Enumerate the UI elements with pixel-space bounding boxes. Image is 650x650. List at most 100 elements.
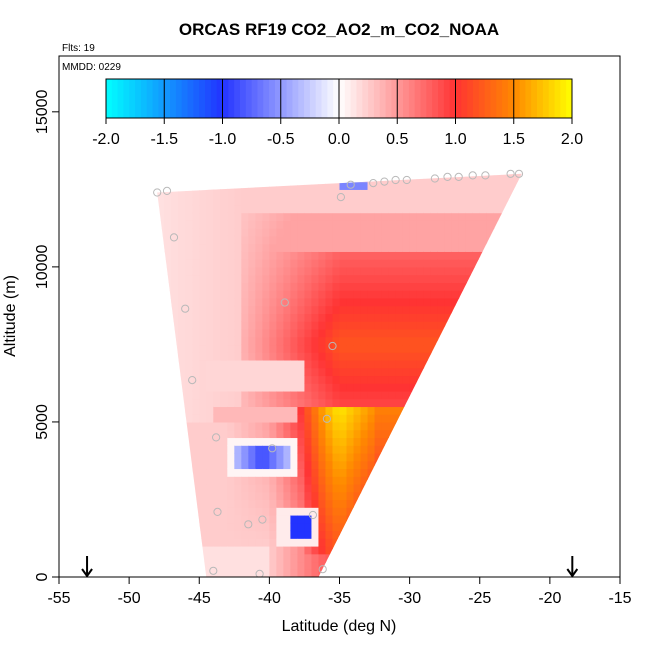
heat-cell bbox=[500, 290, 509, 299]
heat-cell bbox=[199, 328, 207, 338]
heat-cell bbox=[297, 476, 306, 485]
heat-cell bbox=[423, 297, 432, 307]
heat-cell bbox=[199, 321, 207, 330]
heat-cell bbox=[248, 266, 256, 276]
heat-cell bbox=[444, 421, 453, 431]
heat-cell bbox=[353, 383, 362, 392]
heat-cell bbox=[388, 220, 397, 229]
heat-cell bbox=[332, 173, 341, 175]
heat-cell bbox=[507, 538, 516, 547]
x-tick-label: -20 bbox=[538, 590, 561, 607]
heat-cell bbox=[472, 328, 481, 338]
heat-cell bbox=[444, 228, 453, 237]
heat-cell bbox=[444, 235, 453, 245]
heat-cell bbox=[255, 398, 263, 408]
heat-cell bbox=[206, 437, 214, 446]
heat-cell bbox=[500, 259, 509, 268]
heat-cell bbox=[213, 483, 221, 493]
heat-cell bbox=[374, 352, 383, 361]
heat-cell bbox=[283, 173, 292, 183]
heat-cell bbox=[529, 507, 537, 515]
heat-cell bbox=[395, 189, 404, 198]
heat-cell bbox=[402, 352, 411, 361]
heat-cell bbox=[276, 398, 284, 408]
heat-cell bbox=[395, 561, 404, 570]
heat-cell bbox=[437, 468, 446, 477]
heat-cell bbox=[423, 344, 432, 353]
heat-cell bbox=[493, 228, 502, 237]
heat-cell bbox=[367, 429, 376, 439]
heat-cell bbox=[157, 538, 165, 547]
heat-cell bbox=[297, 530, 306, 539]
heat-cell bbox=[276, 274, 284, 283]
heat-cell bbox=[164, 421, 172, 431]
heat-cell bbox=[514, 437, 522, 446]
heat-cell bbox=[522, 492, 530, 500]
heat-cell bbox=[255, 220, 263, 229]
heat-cell bbox=[248, 390, 256, 400]
heat-cell bbox=[171, 235, 179, 245]
heat-cell bbox=[332, 406, 341, 415]
heat-cell bbox=[416, 266, 425, 276]
heat-cell bbox=[353, 398, 362, 408]
heat-cell bbox=[514, 367, 522, 377]
heat-cell bbox=[522, 499, 530, 507]
heat-cell bbox=[248, 158, 256, 166]
heat-cell bbox=[395, 204, 404, 214]
heat-cell bbox=[458, 321, 467, 330]
heat-cell bbox=[409, 553, 418, 563]
heat-cell bbox=[437, 538, 446, 547]
heat-cell bbox=[171, 437, 179, 446]
colorbar-segment bbox=[321, 79, 328, 118]
heat-cell bbox=[374, 545, 383, 555]
heat-cell bbox=[472, 197, 481, 206]
heat-cell bbox=[234, 266, 242, 276]
heat-cell bbox=[234, 476, 242, 485]
heat-cell bbox=[493, 476, 502, 485]
heat-cell bbox=[171, 491, 179, 501]
heat-cell bbox=[444, 406, 453, 415]
heat-cell bbox=[234, 460, 242, 470]
heat-cell bbox=[381, 460, 390, 470]
heat-cell bbox=[206, 259, 214, 268]
heat-cell bbox=[388, 204, 397, 214]
heat-cell bbox=[199, 476, 207, 485]
heat-cell bbox=[290, 514, 299, 524]
heat-cell bbox=[529, 468, 537, 476]
heat-cell bbox=[297, 259, 306, 268]
heat-cell bbox=[248, 437, 256, 446]
heat-cell bbox=[234, 282, 242, 291]
heat-cell bbox=[465, 251, 474, 260]
heat-cell bbox=[381, 274, 390, 283]
heat-cell bbox=[458, 212, 467, 221]
heat-cell bbox=[171, 538, 179, 547]
heat-cell bbox=[479, 569, 488, 577]
heat-cell bbox=[346, 545, 355, 555]
heat-cell bbox=[178, 197, 186, 206]
heat-cell bbox=[192, 282, 200, 291]
heat-cell bbox=[353, 282, 362, 291]
heat-cell bbox=[472, 530, 481, 539]
heat-cell bbox=[213, 321, 221, 330]
heat-cell bbox=[514, 414, 522, 423]
heat-cell bbox=[241, 476, 249, 485]
heat-cell bbox=[479, 297, 488, 307]
heat-cell bbox=[297, 321, 306, 330]
heat-cell bbox=[374, 367, 383, 377]
heat-cell bbox=[185, 414, 193, 423]
heat-cell bbox=[493, 499, 502, 508]
heat-cell bbox=[276, 538, 284, 547]
heat-cell bbox=[451, 452, 460, 462]
heat-cell bbox=[276, 390, 284, 400]
heat-cell bbox=[388, 282, 397, 291]
heat-cell bbox=[346, 228, 355, 237]
heat-cell bbox=[493, 274, 502, 283]
heat-cell bbox=[143, 313, 151, 321]
heat-cell bbox=[416, 305, 425, 314]
heat-cell bbox=[255, 437, 263, 446]
heat-cell bbox=[318, 181, 327, 190]
heat-cell bbox=[241, 414, 249, 423]
heat-cell bbox=[353, 499, 362, 508]
heat-cell bbox=[248, 429, 256, 439]
heat-cell bbox=[164, 514, 172, 524]
